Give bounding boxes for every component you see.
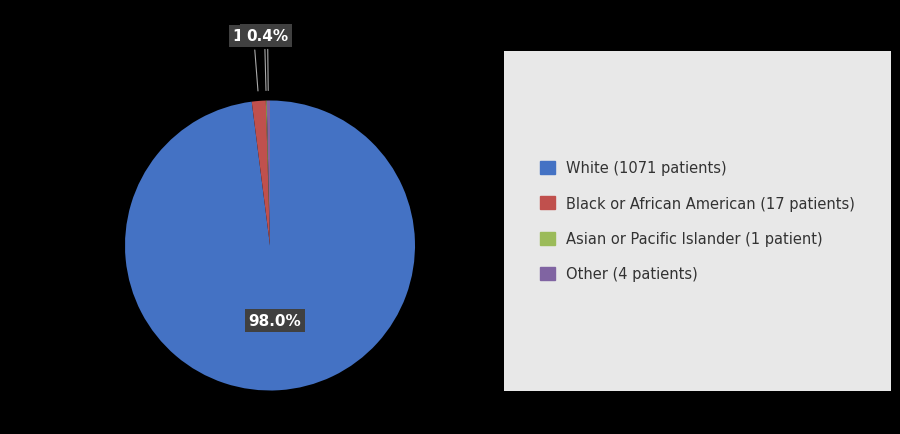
Text: 1.6%: 1.6% — [232, 30, 274, 92]
Wedge shape — [125, 101, 415, 391]
Wedge shape — [252, 101, 270, 246]
Legend: White (1071 patients), Black or African American (17 patients), Asian or Pacific: White (1071 patients), Black or African … — [526, 146, 869, 296]
Wedge shape — [266, 101, 270, 246]
Text: 0.4%: 0.4% — [247, 29, 289, 91]
Text: 0.1%: 0.1% — [244, 29, 285, 91]
Text: 98.0%: 98.0% — [248, 313, 302, 329]
Wedge shape — [266, 101, 270, 246]
